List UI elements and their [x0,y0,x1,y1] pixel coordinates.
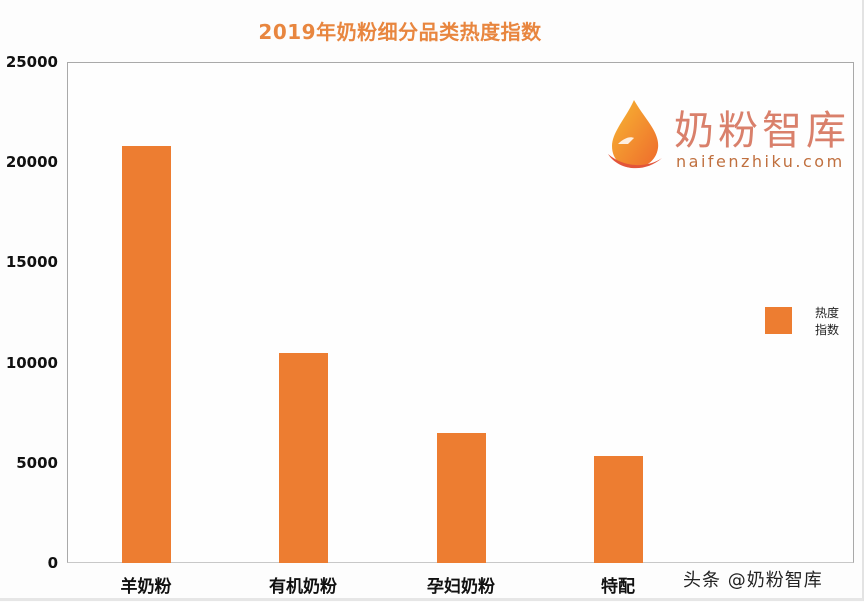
legend-swatch [765,307,792,334]
y-tick-15000: 15000 [5,253,58,271]
legend-label: 热度 指数 [815,305,845,339]
x-label-organic: 有机奶粉 [269,577,337,597]
y-tick-20000: 20000 [5,153,58,171]
milk-drop-hand-icon [608,100,662,169]
y-tick-10000: 10000 [5,354,58,372]
watermark: 头条 @奶粉智库 [683,570,823,591]
y-tick-5000: 5000 [16,454,58,472]
bar-0 [121,146,171,563]
y-tick-0: 0 [47,554,58,572]
logo-chinese-text: 奶粉智库 [674,108,850,154]
y-tick-25000: 25000 [5,53,58,71]
x-label-goat-milk: 羊奶粉 [120,577,172,597]
bar-3 [593,455,643,563]
x-label-maternity: 孕妇奶粉 [427,577,495,597]
x-label-special: 特配 [601,577,635,597]
bar-1 [278,352,328,563]
legend-label-line2: 指数 [815,323,840,337]
brand-logo: 奶粉智库 naifenzhiku.com [604,98,854,178]
logo-url-text: naifenzhiku.com [676,152,845,171]
legend-label-line1: 热度 [815,306,840,320]
chart-title: 2019年奶粉细分品类热度指数 [258,20,542,44]
bar-2 [436,432,486,563]
